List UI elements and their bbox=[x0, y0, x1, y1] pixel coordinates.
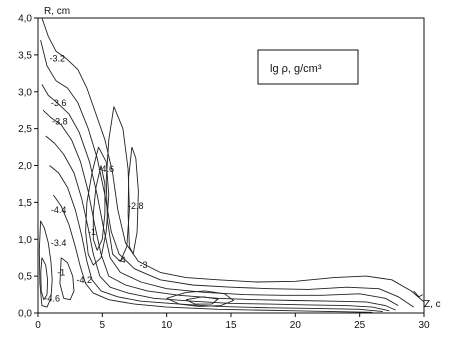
x-tick-label-5: 5 bbox=[100, 320, 106, 331]
contour-line-14 bbox=[59, 257, 75, 301]
contour-label-8: -4.6 bbox=[98, 164, 114, 174]
contour-line-11 bbox=[127, 146, 139, 255]
contour-line-10 bbox=[105, 106, 130, 262]
contour-label-2: -3.6 bbox=[51, 98, 67, 108]
x-tick-label-0: 0 bbox=[35, 320, 41, 331]
y-tick-label-7: 3,5 bbox=[18, 50, 32, 61]
contour-line-3 bbox=[41, 84, 399, 306]
y-tick-label-3: 1,5 bbox=[18, 198, 32, 209]
contour-line-17 bbox=[413, 290, 423, 298]
contour-label-6: -4.6 bbox=[44, 293, 60, 303]
contour-label-10: -4 bbox=[118, 255, 126, 265]
contour-label-13: -1 bbox=[88, 227, 96, 237]
contour-label-11: -3 bbox=[139, 260, 147, 270]
contour-label-12: -1 bbox=[57, 267, 65, 277]
contour-line-13 bbox=[40, 257, 49, 301]
y-tick-label-2: 1,0 bbox=[18, 235, 32, 246]
y-tick-label-5: 2,5 bbox=[18, 124, 32, 135]
x-tick-label-20: 20 bbox=[290, 320, 302, 331]
contour-line-5 bbox=[45, 135, 390, 312]
y-tick-label-6: 3,0 bbox=[18, 87, 32, 98]
y-tick-label-1: 0,5 bbox=[18, 272, 32, 283]
contour-line-6 bbox=[49, 165, 383, 312]
x-tick-label-30: 30 bbox=[418, 320, 430, 331]
contour-line-15 bbox=[166, 290, 235, 307]
contour-line-16 bbox=[185, 296, 219, 305]
contour-label-1: -3.2 bbox=[50, 54, 66, 64]
contour-label-7: -4.2 bbox=[77, 275, 93, 285]
x-axis-label: Z, c bbox=[424, 299, 441, 310]
contour-line-4 bbox=[42, 109, 396, 311]
contour-line-7 bbox=[53, 194, 373, 313]
contour-lines bbox=[38, 17, 425, 313]
contour-label-4: -4.4 bbox=[51, 205, 67, 215]
contour-line-8 bbox=[85, 146, 110, 266]
contour-line-9 bbox=[92, 165, 106, 251]
y-axis-label: R, cm bbox=[44, 6, 70, 17]
contour-label-3: -3.8 bbox=[52, 116, 68, 126]
x-tick-label-15: 15 bbox=[225, 320, 237, 331]
contour-line-2 bbox=[40, 39, 414, 308]
y-tick-label-8: 4,0 bbox=[18, 14, 32, 25]
x-tick-label-25: 25 bbox=[354, 320, 366, 331]
legend-box: lg ρ, g/cm³ bbox=[257, 49, 359, 85]
legend-text: lg ρ, g/cm³ bbox=[270, 63, 322, 75]
contour-label-5: -3.4 bbox=[51, 238, 67, 248]
legend-frame bbox=[257, 49, 359, 85]
x-tick-label-10: 10 bbox=[161, 320, 173, 331]
contour-label-9: -2.8 bbox=[128, 201, 144, 211]
axis-ticks: 0 5 10 15 20 25 30 0,0 0,5 1,0 1,5 2,0 2,5 3,0 3,5 4,0 bbox=[18, 14, 430, 332]
contour-labels: -3.2 -3.6 -3.8 -4.4 -3.4 -4.6 -4.2 -4.6 -2.8 -4 -3… bbox=[44, 54, 147, 304]
y-tick-label-4: 2,0 bbox=[18, 161, 32, 172]
y-tick-label-0: 0,0 bbox=[18, 309, 32, 320]
contour-line-12 bbox=[38, 220, 53, 308]
